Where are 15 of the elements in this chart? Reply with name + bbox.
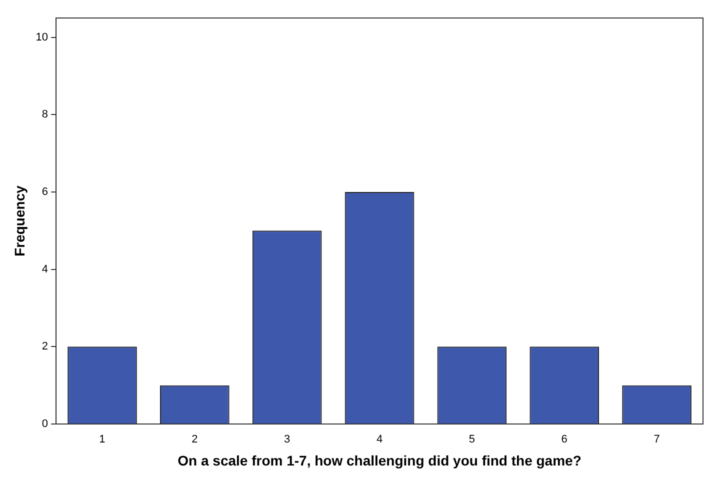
x-tick-label: 3	[284, 434, 290, 446]
x-axis-title: On a scale from 1-7, how challenging did you find the game?	[178, 452, 582, 468]
x-tick-label: 7	[654, 434, 660, 446]
y-axis-title: Frequency	[11, 185, 28, 256]
x-tick-label: 1	[99, 434, 106, 446]
y-tick-label: 0	[42, 418, 48, 430]
y-tick-label: 2	[42, 340, 48, 353]
y-tick-label: 6	[42, 186, 48, 198]
x-tick-label: 6	[561, 434, 568, 446]
y-tick-label: 10	[36, 31, 48, 44]
x-tick-label: 2	[192, 434, 198, 446]
x-tick-label: 5	[468, 434, 476, 446]
y-tick-label: 4	[42, 263, 48, 276]
y-tick-label: 8	[42, 108, 48, 121]
x-tick-label: 4	[376, 434, 383, 446]
